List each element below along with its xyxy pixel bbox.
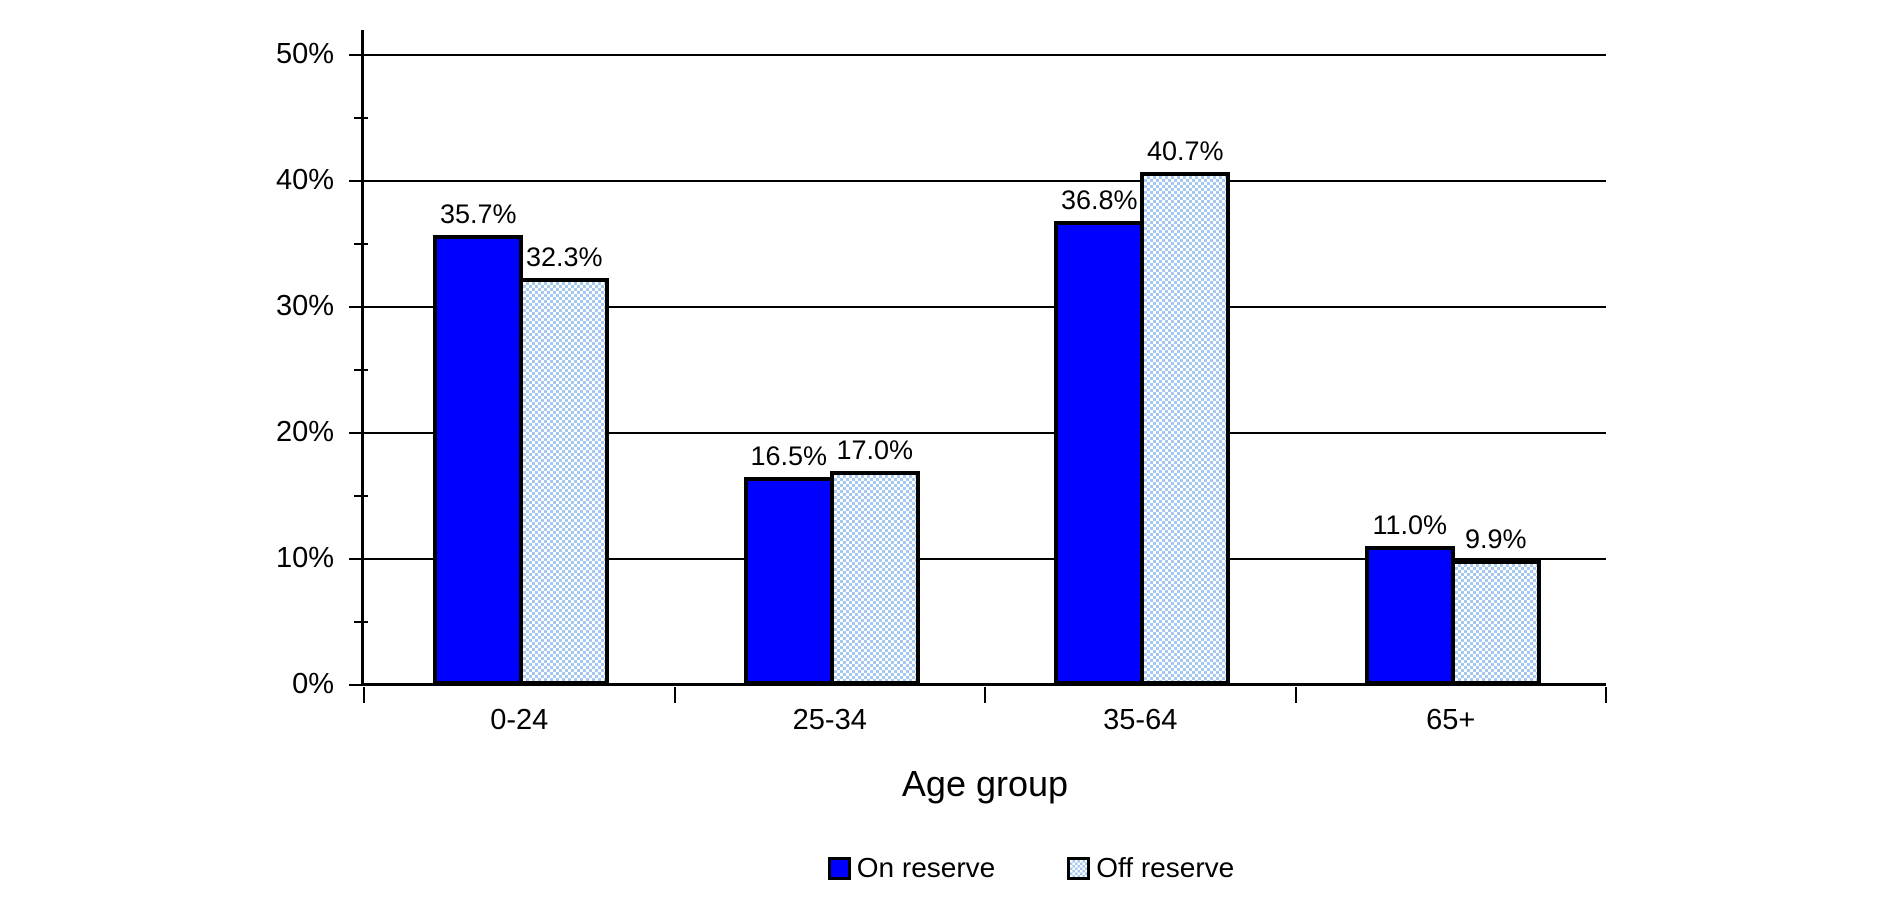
legend-swatch-off-reserve xyxy=(1067,856,1091,880)
bar-off-reserve xyxy=(829,470,920,685)
gridline xyxy=(364,558,1606,560)
x-axis-title: Age group xyxy=(901,763,1069,804)
y-tick xyxy=(354,495,368,497)
bar-value-label: 11.0% xyxy=(1372,510,1448,541)
bar-value-label: 40.7% xyxy=(1146,136,1224,167)
x-tick xyxy=(673,687,676,703)
gridline xyxy=(364,306,1606,308)
legend-label: On reserve xyxy=(856,852,996,883)
y-tick xyxy=(349,558,361,560)
bar-on-reserve xyxy=(433,235,524,685)
bar-off-reserve xyxy=(519,278,610,685)
y-tick-label: 30% xyxy=(275,290,334,322)
y-tick-label: 50% xyxy=(275,38,334,70)
x-category-label: 0-24 xyxy=(490,704,549,736)
x-tick xyxy=(984,687,986,703)
bar-value-label: 9.9% xyxy=(1464,524,1527,555)
bar-off-reserve xyxy=(1450,560,1541,685)
y-tick xyxy=(354,117,368,119)
y-tick xyxy=(354,243,368,245)
y-tick-label: 20% xyxy=(275,416,334,448)
y-tick xyxy=(349,306,361,308)
y-tick xyxy=(354,369,368,371)
y-tick xyxy=(349,684,361,686)
bar-value-label: 32.3% xyxy=(525,242,603,273)
legend-label: Off reserve xyxy=(1096,852,1235,883)
bar-off-reserve xyxy=(1140,172,1231,685)
y-tick-label: 0% xyxy=(292,668,334,700)
x-tick xyxy=(1294,687,1297,703)
y-tick xyxy=(349,54,361,56)
y-tick xyxy=(349,432,361,434)
x-category-label: 25-34 xyxy=(792,704,867,736)
legend-item: Off reserve xyxy=(1067,853,1234,883)
gridline xyxy=(364,432,1606,434)
x-tick xyxy=(1605,687,1607,703)
bar-on-reserve xyxy=(743,477,834,685)
plot-area: 0% 10% 20% 30% 40% 50% 35.7% 32.3% 0-24 16.5% 17.0… xyxy=(276,30,1607,735)
legend-swatch-on-reserve xyxy=(827,856,851,880)
bar-value-label: 35.7% xyxy=(439,199,517,230)
bar-on-reserve xyxy=(1364,546,1455,685)
legend: On reserve Off reserve xyxy=(410,846,1652,890)
bar-value-label: 16.5% xyxy=(750,441,828,472)
x-axis xyxy=(361,683,1606,686)
bar-value-label: 36.8% xyxy=(1060,185,1138,216)
y-tick-label: 40% xyxy=(275,164,334,196)
y-tick-label: 10% xyxy=(275,542,334,574)
y-tick xyxy=(354,621,368,623)
x-category-label: 35-64 xyxy=(1103,704,1178,736)
y-tick xyxy=(349,180,361,182)
x-tick xyxy=(363,687,365,703)
gridline xyxy=(364,180,1606,182)
bar-value-label: 17.0% xyxy=(836,434,914,465)
bar-on-reserve xyxy=(1054,221,1145,685)
legend-item: On reserve xyxy=(827,852,996,883)
gridline xyxy=(364,54,1606,56)
x-category-label: 65+ xyxy=(1426,704,1476,736)
y-axis xyxy=(361,30,364,685)
